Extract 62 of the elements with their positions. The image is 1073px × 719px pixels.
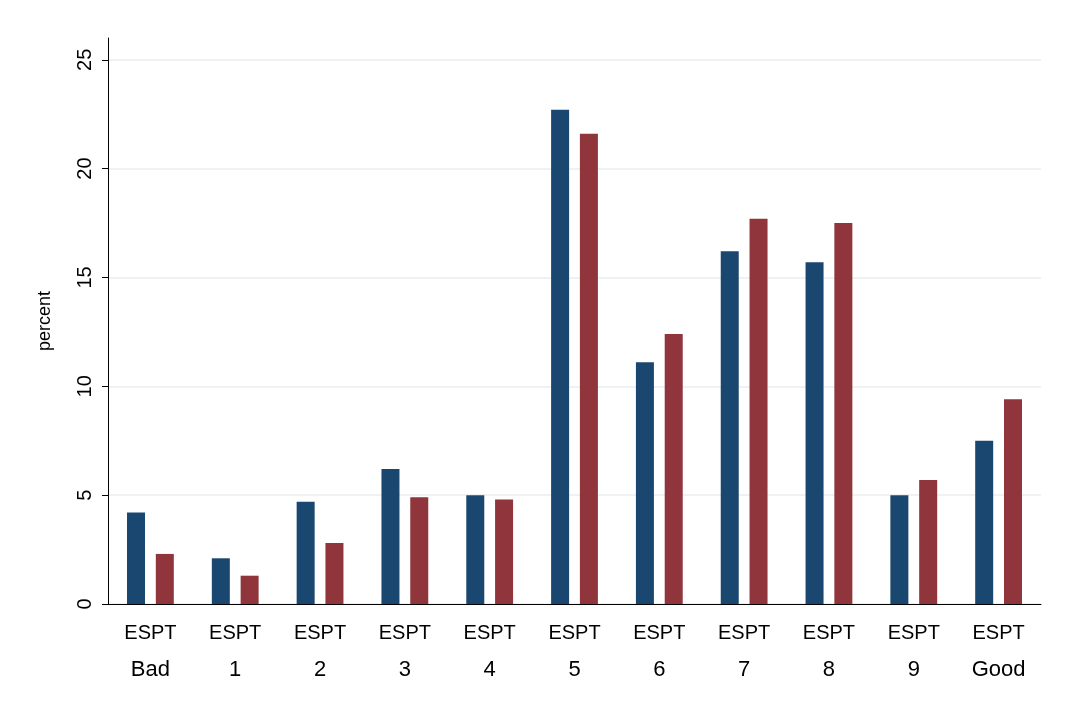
bar — [749, 218, 768, 604]
bar — [551, 109, 570, 604]
bar — [296, 501, 315, 604]
series-label: PT — [490, 621, 516, 643]
y-tick-label: 25 — [73, 48, 95, 71]
text: PT — [575, 621, 601, 643]
bar — [579, 133, 598, 604]
bar — [664, 334, 683, 604]
bar — [240, 575, 259, 604]
x-tick-label: 3 — [398, 655, 411, 681]
bar — [325, 543, 344, 604]
x-tick-label: 7 — [738, 655, 751, 681]
x-tick-label: 9 — [907, 655, 920, 681]
text: PT — [405, 621, 431, 643]
x-tick-label: 6 — [653, 655, 666, 681]
bar — [720, 251, 739, 604]
y-tick-label: 20 — [73, 157, 95, 180]
bar — [1003, 399, 1022, 604]
bar — [975, 440, 994, 604]
text: ES — [718, 621, 745, 643]
x-tick-label: 8 — [822, 655, 836, 681]
bar — [155, 553, 174, 604]
y-tick-label: 5 — [73, 489, 95, 501]
bar — [834, 223, 853, 604]
bar — [805, 262, 824, 604]
bar — [211, 558, 230, 604]
bar — [495, 499, 514, 604]
x-tick-label: 2 — [313, 655, 327, 681]
bar — [635, 362, 654, 604]
y-tick-label: 15 — [73, 266, 95, 289]
bar — [381, 469, 400, 604]
x-tick-label: Bad — [130, 655, 170, 681]
bar — [410, 497, 429, 604]
series-label: ES — [633, 621, 660, 643]
text: PT — [829, 621, 856, 643]
text: PT — [914, 621, 940, 643]
text: ES — [293, 621, 321, 643]
text: PT — [235, 621, 262, 643]
text: ES — [548, 621, 576, 643]
x-tick-label: 1 — [229, 655, 242, 681]
bar — [127, 512, 146, 604]
text: PT — [320, 621, 347, 643]
text: PT — [150, 621, 177, 643]
text: ES — [463, 621, 491, 643]
y-axis-title: percent — [34, 290, 54, 352]
text: ES — [124, 621, 151, 643]
bar — [919, 479, 938, 604]
text: PT — [999, 621, 1025, 643]
x-tick-label: Good — [971, 655, 1026, 681]
text: PT — [659, 621, 686, 643]
text: ES — [378, 621, 406, 643]
y-tick-label: 0 — [73, 598, 95, 610]
x-tick-label: 5 — [568, 655, 581, 681]
text: ES — [887, 621, 915, 643]
text: ES — [972, 621, 1000, 643]
bar — [466, 495, 485, 604]
text: ES — [802, 621, 830, 643]
y-tick-label: 10 — [73, 375, 95, 398]
text: PT — [744, 621, 771, 643]
x-tick-label: 4 — [483, 655, 496, 681]
text: ES — [209, 621, 236, 643]
bar — [890, 495, 909, 604]
